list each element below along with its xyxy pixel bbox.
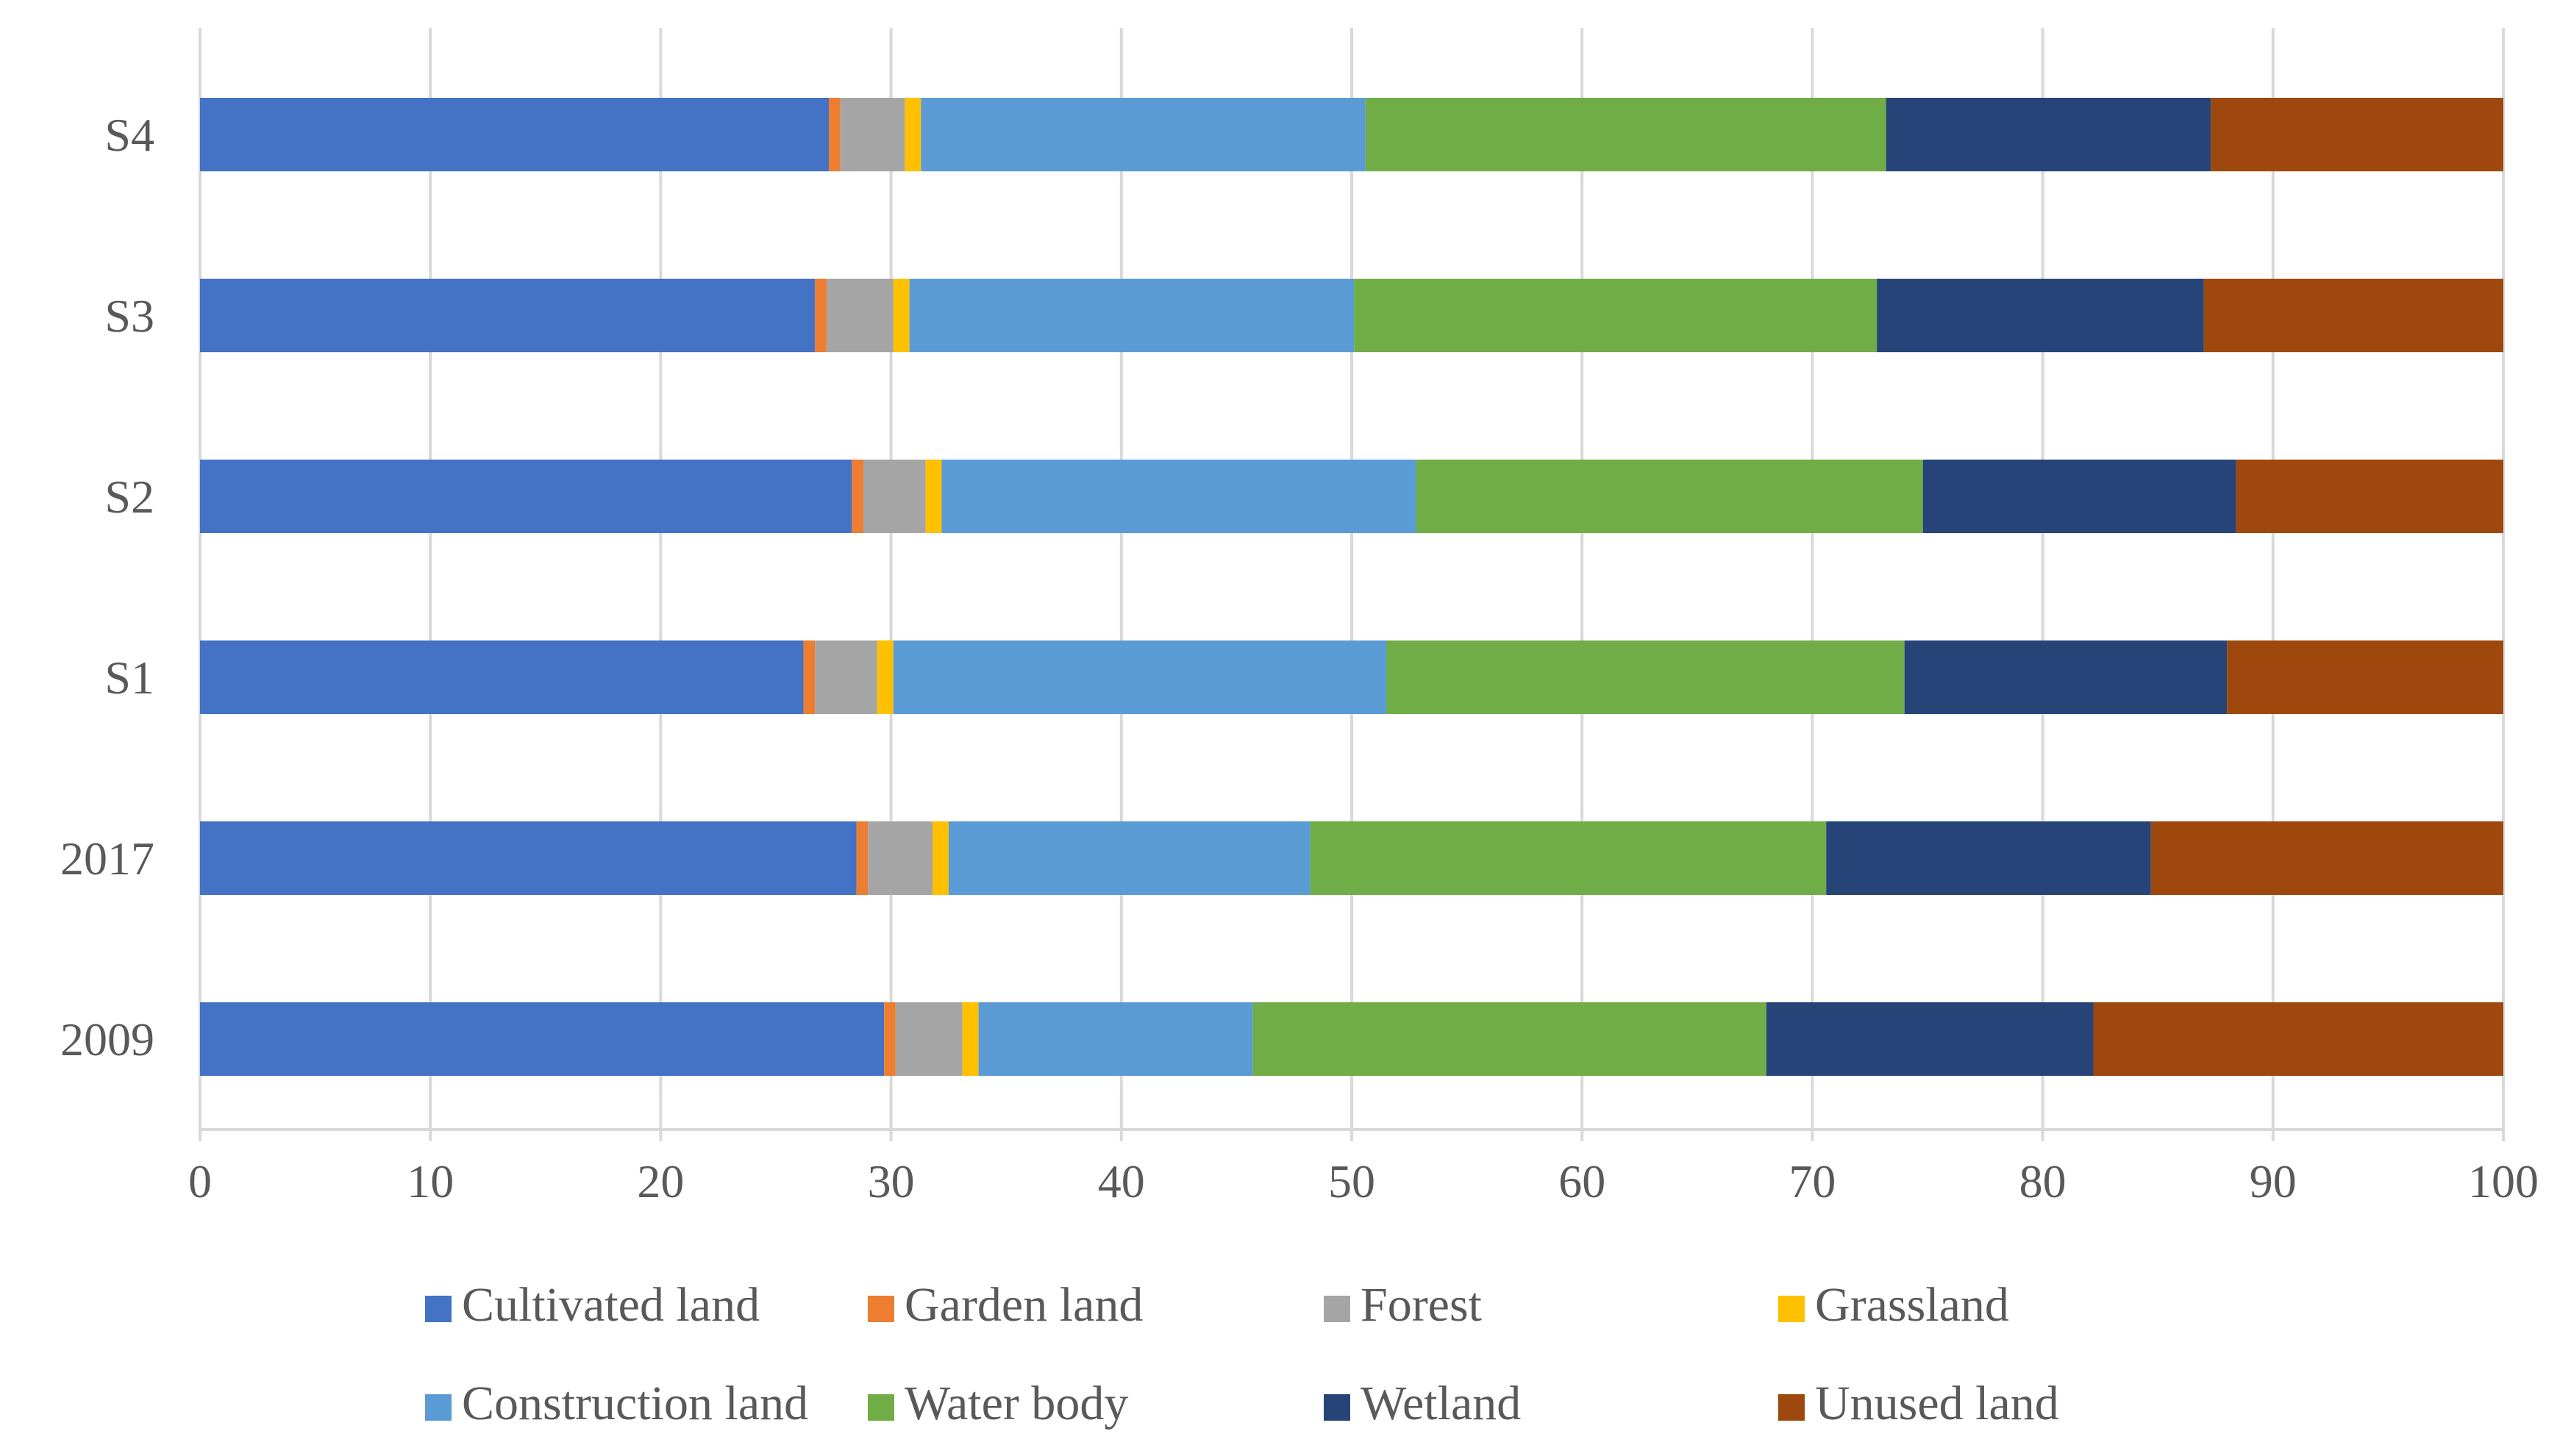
legend-label: Forest xyxy=(1361,1278,1482,1332)
bar-segment-2017-water-body xyxy=(1310,821,1827,895)
bar-segment-S3-wetland xyxy=(1877,279,2204,352)
legend-swatch-cultivated-land xyxy=(425,1296,452,1322)
x-tick-label: 60 xyxy=(1558,1155,1605,1207)
bar-segment-S4-unused-land xyxy=(2211,98,2503,171)
bar-segment-S3-cultivated-land xyxy=(200,279,816,352)
x-tick-label: 50 xyxy=(1328,1155,1375,1207)
bar-segment-2017-forest xyxy=(868,821,933,895)
legend-label: Garden land xyxy=(905,1278,1143,1332)
bar-segment-2017-garden-land xyxy=(856,821,869,895)
x-tick-label: 80 xyxy=(2019,1155,2067,1207)
bar-segment-S1-forest xyxy=(815,640,877,714)
bar-segment-S2-forest xyxy=(863,460,926,533)
legend-label: Unused land xyxy=(1815,1377,2059,1430)
x-tick-label: 30 xyxy=(868,1155,915,1207)
legend-swatch-unused-land xyxy=(1778,1394,1805,1421)
bar-segment-2017-construction-land xyxy=(948,821,1311,895)
legend-label: Wetland xyxy=(1361,1377,1521,1430)
y-tick-label: 2009 xyxy=(60,1013,154,1066)
bar-segment-S2-construction-land xyxy=(941,460,1416,533)
bar-segment-S2-cultivated-land xyxy=(200,460,852,533)
legend-label: Water body xyxy=(905,1377,1128,1430)
legend-swatch-construction-land xyxy=(425,1394,452,1421)
x-tick-label: 0 xyxy=(188,1155,212,1207)
bar-segment-2009-construction-land xyxy=(978,1002,1253,1076)
bar-segment-2009-grassland xyxy=(962,1002,979,1076)
axes: 0 10 20 30 40 50 60 70 80 90 100 2009 2017 S1 S2 S3 S4 xyxy=(60,109,2539,1207)
bar-segment-2017-wetland xyxy=(1826,821,2151,895)
x-tick-label: 10 xyxy=(407,1155,454,1207)
bar-segment-S4-forest xyxy=(840,98,905,171)
bar-segment-S3-garden-land xyxy=(815,279,827,352)
bar-segment-S2-garden-land xyxy=(852,460,864,533)
x-tick-label: 100 xyxy=(2468,1155,2539,1207)
x-tick-label: 20 xyxy=(637,1155,684,1207)
bar-segment-S4-water-body xyxy=(1365,98,1886,171)
bar-segment-S2-water-body xyxy=(1416,460,1923,533)
legend-swatch-wetland xyxy=(1324,1394,1350,1421)
bar-segment-S1-water-body xyxy=(1386,640,1905,714)
legend: Cultivated land Garden land Forest Grasslan… xyxy=(425,1278,2059,1430)
legend-swatch-water-body xyxy=(868,1394,894,1421)
y-tick-label: S3 xyxy=(104,290,154,342)
legend-label: Cultivated land xyxy=(462,1278,760,1332)
legend-label: Construction land xyxy=(462,1377,808,1430)
x-tick-label: 40 xyxy=(1098,1155,1145,1207)
bar-segment-S3-forest xyxy=(826,279,894,352)
legend-swatch-forest xyxy=(1324,1296,1350,1322)
y-tick-label: S2 xyxy=(104,471,154,523)
legend-swatch-garden-land xyxy=(868,1296,894,1322)
bar-segment-S3-unused-land xyxy=(2203,279,2503,352)
bar-segment-2017-cultivated-land xyxy=(200,821,857,895)
bars xyxy=(200,98,2503,1076)
bar-segment-S4-grassland xyxy=(905,98,921,171)
bar-segment-S3-grassland xyxy=(893,279,910,352)
gridlines xyxy=(199,28,2505,1130)
bar-segment-S4-wetland xyxy=(1886,98,2211,171)
bar-segment-2009-water-body xyxy=(1252,1002,1766,1076)
bar-segment-2009-unused-land xyxy=(2093,1002,2503,1076)
legend-label: Grassland xyxy=(1815,1278,2009,1332)
x-tick-label: 70 xyxy=(1789,1155,1836,1207)
bar-segment-S4-garden-land xyxy=(829,98,841,171)
bar-segment-S1-wetland xyxy=(1904,640,2228,714)
bar-segment-2009-garden-land xyxy=(884,1002,896,1076)
legend-swatch-grassland xyxy=(1778,1296,1805,1322)
y-tick-label: S1 xyxy=(104,652,154,704)
bar-segment-2009-forest xyxy=(895,1002,963,1076)
bar-segment-S2-unused-land xyxy=(2236,460,2503,533)
bar-segment-S1-cultivated-land xyxy=(200,640,804,714)
x-tick-label: 90 xyxy=(2250,1155,2297,1207)
bar-segment-S3-construction-land xyxy=(909,279,1355,352)
bar-segment-2009-cultivated-land xyxy=(200,1002,885,1076)
bar-segment-S2-wetland xyxy=(1922,460,2236,533)
bar-segment-2017-grassland xyxy=(932,821,949,895)
bar-segment-S3-water-body xyxy=(1354,279,1878,352)
bar-segment-S1-construction-land xyxy=(893,640,1386,714)
bar-segment-S1-garden-land xyxy=(803,640,816,714)
bar-segment-2017-unused-land xyxy=(2150,821,2503,895)
bar-segment-S2-grassland xyxy=(925,460,942,533)
bar-segment-S4-cultivated-land xyxy=(200,98,830,171)
bar-segment-S4-construction-land xyxy=(921,98,1366,171)
y-tick-label: 2017 xyxy=(60,832,154,885)
bar-segment-S1-grassland xyxy=(877,640,894,714)
bar-segment-S1-unused-land xyxy=(2227,640,2503,714)
bar-segment-2009-wetland xyxy=(1766,1002,2094,1076)
y-tick-label: S4 xyxy=(104,109,154,161)
